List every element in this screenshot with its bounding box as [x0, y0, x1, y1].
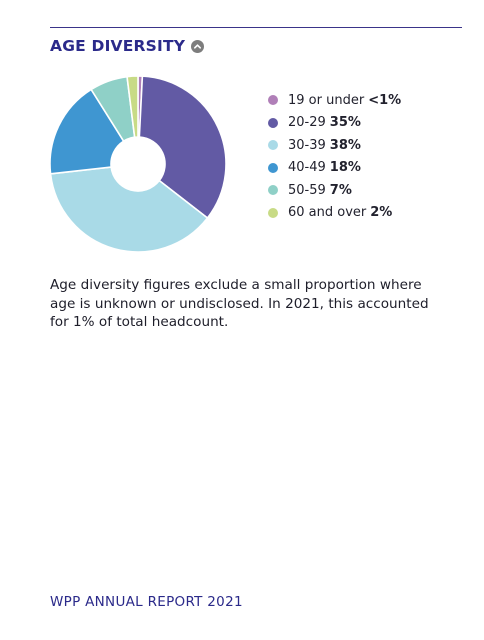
chevron-up-icon[interactable]	[191, 39, 205, 53]
legend-value: 18%	[329, 160, 361, 176]
report-footer: WPP ANNUAL REPORT 2021	[50, 594, 243, 610]
legend-swatch	[268, 95, 278, 106]
legend-value: 7%	[329, 182, 352, 198]
legend-swatch	[268, 117, 278, 128]
age-donut-chart	[48, 74, 228, 254]
legend-label: 40-49	[288, 160, 326, 176]
legend-value: 2%	[370, 205, 393, 221]
donut-slice-40-49	[49, 88, 125, 175]
legend-label: 19 or under	[288, 92, 365, 108]
legend-item-60-and-over: 60 and over 2%	[268, 202, 401, 225]
legend-label: 20-29	[288, 115, 326, 131]
legend-label: 30-39	[288, 137, 326, 153]
legend-value: 35%	[329, 115, 361, 131]
footnote-text: Age diversity figures exclude a small pr…	[50, 277, 429, 330]
legend-item-19-or-under: 19 or under <1%	[268, 89, 401, 112]
donut-slice-20-29	[138, 75, 227, 220]
legend-item-20-29: 20-29 35%	[268, 112, 401, 135]
section-heading: AGE DIVERSITY	[50, 37, 205, 55]
donut-svg	[49, 75, 227, 253]
top-rule	[50, 27, 462, 28]
legend-item-40-49: 40-49 18%	[268, 157, 401, 180]
legend-label: 50-59	[288, 182, 326, 198]
legend-item-50-59: 50-59 7%	[268, 179, 401, 202]
section-title: AGE DIVERSITY	[50, 37, 186, 55]
legend-value: 38%	[329, 137, 361, 153]
legend-swatch	[268, 207, 278, 218]
chart-legend: 19 or under <1% 20-29 35% 30-39 38% 40-4…	[268, 89, 401, 224]
legend-swatch	[268, 162, 278, 173]
donut-slice-30-39	[49, 166, 209, 253]
legend-swatch	[268, 140, 278, 151]
legend-swatch	[268, 185, 278, 196]
legend-item-30-39: 30-39 38%	[268, 134, 401, 157]
donut-slice-60-and-over	[126, 75, 139, 139]
legend-value: <1%	[368, 92, 402, 108]
legend-label: 60 and over	[288, 205, 367, 221]
